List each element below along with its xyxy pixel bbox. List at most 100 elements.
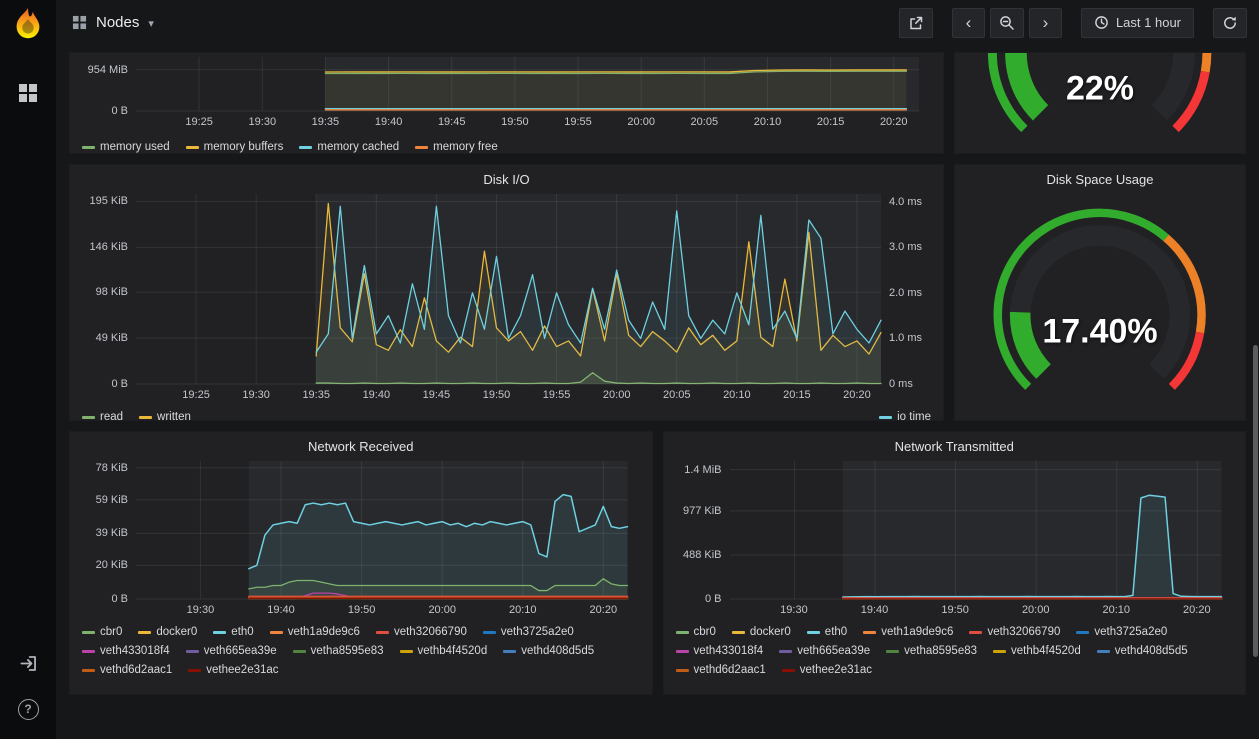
- network-transmitted-chart[interactable]: 19:30 19:40 19:50 20:00 20:10 20:20 1.4 MiB 977…: [674, 461, 1236, 616]
- legend-item[interactable]: vethd6d2aac1: [675, 662, 766, 679]
- legend-item[interactable]: vethee2e31ac: [781, 662, 872, 679]
- zoom-out-button[interactable]: [989, 7, 1024, 38]
- legend-item[interactable]: vethd6d2aac1: [82, 662, 172, 679]
- legend-item[interactable]: vetha8595e83: [886, 643, 977, 660]
- help-button[interactable]: ?: [8, 689, 48, 729]
- legend-item[interactable]: veth3725a2e0: [482, 624, 574, 641]
- series-color-swatch: [675, 669, 689, 672]
- series-color-swatch: [138, 631, 152, 634]
- disk-io-chart[interactable]: 19:25 19:30 19:35 19:40 19:45 19:50 19:55 20:00…: [80, 194, 933, 401]
- memory-chart[interactable]: 19:25 19:30 19:35 19:40 19:45 19:50 19:55 20:00…: [80, 57, 933, 128]
- time-range-button[interactable]: Last 1 hour: [1080, 7, 1194, 38]
- legend-item[interactable]: read: [82, 409, 123, 426]
- sidebar-dashboards-item[interactable]: [8, 73, 48, 113]
- legend-item[interactable]: vethd408d5d5: [1096, 643, 1188, 660]
- plot-area[interactable]: 19:30 19:40 19:50 20:00 20:10 20:20 78 KiB 59 K…: [96, 461, 628, 616]
- x-tick-label: 20:20: [589, 604, 618, 616]
- panel-title[interactable]: Network Received: [308, 439, 414, 454]
- legend-item[interactable]: veth3725a2e0: [1076, 624, 1167, 641]
- network-received-chart[interactable]: 19:30 19:40 19:50 20:00 20:10 20:20 78 KiB 59 K…: [80, 461, 642, 616]
- x-tick-label: 20:00: [602, 389, 631, 401]
- plot-area[interactable]: 19:25 19:30 19:35 19:40 19:45 19:50 19:55 20:00…: [88, 57, 919, 128]
- legend-item[interactable]: veth665ea39e: [779, 643, 870, 660]
- x-tick-label: 20:15: [783, 389, 811, 401]
- series-color-swatch: [188, 669, 202, 672]
- time-back-button[interactable]: ‹: [951, 7, 985, 38]
- legend-item[interactable]: cbr0: [675, 624, 716, 641]
- y-tick-label: 98 KiB: [95, 286, 128, 299]
- legend-item[interactable]: veth433018f4: [82, 643, 170, 660]
- legend-item[interactable]: memory used: [82, 139, 170, 153]
- legend-label: memory used: [100, 141, 170, 153]
- x-tick-label: 19:30: [248, 116, 277, 128]
- time-forward-button[interactable]: ›: [1028, 7, 1062, 38]
- x-tick-label: 20:10: [753, 116, 782, 128]
- refresh-button[interactable]: [1213, 7, 1247, 38]
- x-tick-label: 19:35: [311, 116, 340, 128]
- x-tick-label: 20:15: [816, 116, 845, 128]
- legend-item[interactable]: vethb4f4520d: [399, 643, 487, 660]
- topbar-actions: ‹ › Last 1 hour: [898, 7, 1247, 38]
- legend-item[interactable]: veth665ea39e: [185, 643, 277, 660]
- legend-label: veth3725a2e0: [500, 626, 574, 638]
- legend-item[interactable]: veth1a9de9c6: [269, 624, 360, 641]
- x-tick-label: 19:30: [242, 389, 270, 401]
- dashboard-picker[interactable]: Nodes ▾: [72, 14, 154, 31]
- memory-legend: memory used memory buffers memory cached me…: [70, 135, 943, 153]
- legend-item[interactable]: memory cached: [299, 139, 399, 153]
- panel-network-transmitted: Network Transmitted 19:30 19:40 19:50 20:00…: [662, 431, 1246, 695]
- legend-label: vethb4f4520d: [1011, 645, 1081, 657]
- x-tick-label: 20:00: [627, 116, 655, 128]
- grafana-logo[interactable]: [6, 3, 50, 47]
- share-button[interactable]: [898, 7, 933, 38]
- y-tick-label: 49 KiB: [95, 332, 128, 345]
- legend-item[interactable]: veth1a9de9c6: [863, 624, 953, 641]
- cpu-usage-gauge: 22%: [955, 53, 1245, 153]
- panel-title[interactable]: Network Transmitted: [894, 439, 1014, 454]
- legend-item[interactable]: docker0: [138, 624, 197, 641]
- series-color-swatch: [731, 631, 745, 634]
- x-tick-label: 19:45: [437, 116, 466, 128]
- legend-item[interactable]: eth0: [213, 624, 254, 641]
- legend-label: docker0: [156, 626, 198, 638]
- legend-item[interactable]: memory free: [415, 139, 498, 153]
- scrollbar[interactable]: [1253, 345, 1258, 657]
- help-glyph: ?: [24, 702, 32, 716]
- legend-label: read: [100, 411, 124, 423]
- legend-item[interactable]: docker0: [731, 624, 791, 641]
- plot-area[interactable]: 19:30 19:40 19:50 20:00 20:10 20:20 1.4 MiB 977…: [683, 461, 1222, 616]
- network-transmitted-legend: cbr0 docker0 eth0 veth1a9de9c6 veth32066790 v…: [664, 623, 1246, 685]
- legend-item[interactable]: eth0: [806, 624, 847, 641]
- series-color-swatch: [503, 650, 517, 653]
- panel-title[interactable]: Disk I/O: [483, 172, 530, 187]
- legend-item[interactable]: vetha8595e83: [292, 643, 384, 660]
- y-tick-label: 59 KiB: [95, 493, 128, 506]
- legend-item[interactable]: io time: [879, 409, 931, 426]
- legend-item[interactable]: vethb4f4520d: [993, 643, 1081, 660]
- legend-item[interactable]: written: [139, 409, 191, 426]
- series-color-swatch: [863, 631, 877, 634]
- legend-label: vetha8595e83: [310, 645, 384, 657]
- legend-label: vethd408d5d5: [521, 645, 595, 657]
- sign-in-icon: [19, 655, 36, 671]
- series-color-swatch: [1096, 650, 1110, 653]
- share-icon: [910, 16, 923, 29]
- legend-item[interactable]: memory buffers: [185, 139, 283, 153]
- plot-area[interactable]: 19:25 19:30 19:35 19:40 19:45 19:50 19:55 20:00…: [89, 194, 922, 401]
- legend-label: veth3725a2e0: [1094, 626, 1168, 638]
- x-tick-label: 20:20: [843, 389, 871, 401]
- panel-title[interactable]: Disk Space Usage: [1046, 172, 1154, 187]
- legend-item[interactable]: cbr0: [82, 624, 122, 641]
- legend-item[interactable]: veth32066790: [375, 624, 467, 641]
- series-color-swatch: [1076, 631, 1090, 634]
- legend-item[interactable]: veth32066790: [969, 624, 1060, 641]
- disk-io-legend: read written io time: [70, 408, 943, 432]
- y-tick-label: 1.4 MiB: [684, 463, 722, 476]
- x-tick-label: 19:25: [182, 389, 210, 401]
- legend-item[interactable]: veth433018f4: [675, 643, 763, 660]
- legend-item[interactable]: vethee2e31ac: [188, 662, 279, 679]
- sign-in-button[interactable]: [8, 643, 48, 683]
- gauge-value: 17.40%: [1042, 312, 1158, 351]
- x-tick-label: 19:50: [347, 604, 376, 616]
- legend-item[interactable]: vethd408d5d5: [503, 643, 594, 660]
